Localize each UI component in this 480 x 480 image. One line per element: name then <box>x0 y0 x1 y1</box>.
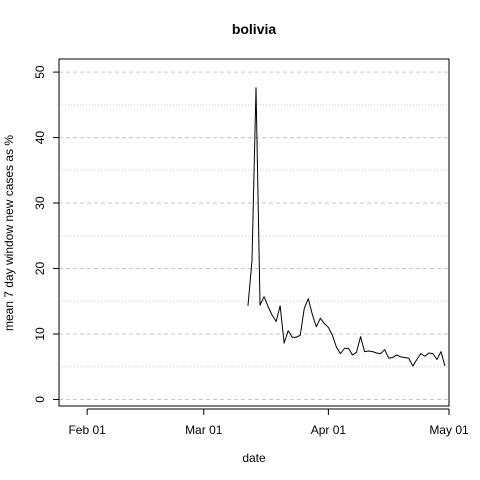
y-tick-label: 10 <box>33 327 47 341</box>
series-layer <box>247 87 446 367</box>
y-tick-label: 30 <box>33 196 47 210</box>
plot-frame <box>58 58 450 407</box>
y-tick-label: 40 <box>33 131 47 145</box>
x-axis: Feb 01 Mar 01 Apr 01 May 01 <box>68 408 469 437</box>
x-tick-label: Apr 01 <box>311 423 347 437</box>
x-tick-label: May 01 <box>429 423 469 437</box>
x-tick-label: Mar 01 <box>185 423 223 437</box>
y-tick-label: 0 <box>33 396 47 403</box>
chart-title: bolivia <box>232 21 277 37</box>
y-axis-label: mean 7 day window new cases as % <box>2 135 16 331</box>
x-axis-label: date <box>242 451 266 465</box>
x-tick-label: Feb 01 <box>68 423 106 437</box>
y-tick-label: 50 <box>33 65 47 79</box>
y-axis: 0 10 20 30 40 50 <box>33 65 59 403</box>
y-tick-label: 20 <box>33 262 47 276</box>
series-line <box>247 87 446 367</box>
